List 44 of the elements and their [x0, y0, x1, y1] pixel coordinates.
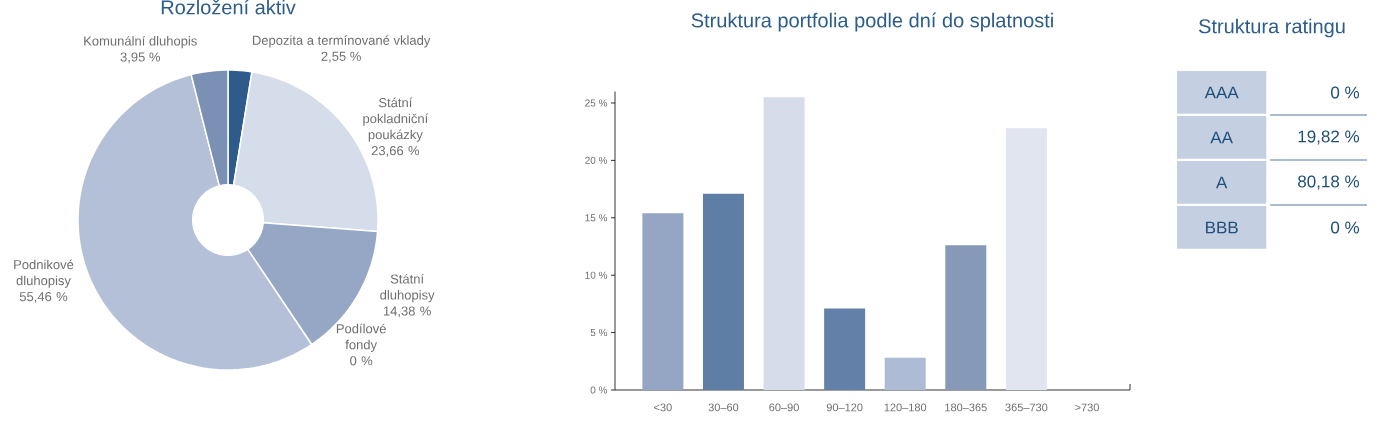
y-tick-label: 0 %	[590, 386, 608, 394]
data-label: 2,55 %	[321, 51, 361, 63]
data-label: 23,66 %	[371, 146, 420, 157]
slice-label: Státní dluhopisy	[380, 273, 435, 303]
data-label: 19,82 %	[1298, 130, 1360, 145]
data-label: 0 %	[1331, 86, 1360, 99]
category-label: BBB	[1206, 221, 1238, 234]
text: 0 %	[350, 356, 373, 366]
bar	[1005, 128, 1047, 390]
category-label: Podílové fondy	[336, 323, 386, 352]
category-label: AA	[1210, 131, 1233, 144]
bar	[642, 213, 684, 390]
slice-label: Podnikové dluhopisy	[14, 259, 74, 288]
category-label: AAA	[1204, 86, 1239, 99]
x-tick-label: 365–730	[1005, 403, 1048, 412]
bar	[884, 357, 926, 390]
x-tick-label: 30–60	[708, 403, 739, 412]
slice-label: Komunální dluhopis	[84, 35, 197, 49]
x-tick-label: 60–90	[769, 403, 799, 412]
data-label: 80,18 %	[1298, 175, 1360, 190]
bar	[763, 97, 805, 390]
y-tick-label: 10 %	[585, 271, 608, 279]
bar	[702, 193, 744, 390]
slice-label: Depozita a termínované vklady	[252, 35, 431, 48]
y-tick-label: 20 %	[585, 156, 608, 164]
y-tick-label: 15 %	[585, 214, 608, 222]
x-tick-label: <30	[654, 403, 672, 412]
category-label: A	[1216, 176, 1228, 189]
chart-title: Rozložení aktiv	[161, 0, 296, 15]
y-tick-label: 5 %	[590, 329, 608, 337]
bar	[824, 308, 866, 390]
y-tick-label: 25 %	[585, 99, 608, 107]
x-tick-label: >730	[1075, 403, 1099, 412]
x-tick-label: 180–365	[945, 403, 987, 412]
bar	[945, 245, 987, 390]
data-label: 14,38 %	[383, 306, 431, 318]
x-tick-label: 90–120	[826, 403, 863, 412]
data-label: 0 %	[1331, 221, 1360, 234]
text: Struktura ratingu	[1198, 18, 1345, 38]
x-tick-label: 120–180	[884, 403, 927, 412]
slice-label: Státní pokladniční poukázky	[363, 97, 429, 142]
data-label: 3,95 %	[120, 52, 161, 64]
data-label: 55,46 %	[19, 291, 68, 303]
chart-title: Struktura portfolia podle dní do splatnosti	[691, 12, 1053, 32]
